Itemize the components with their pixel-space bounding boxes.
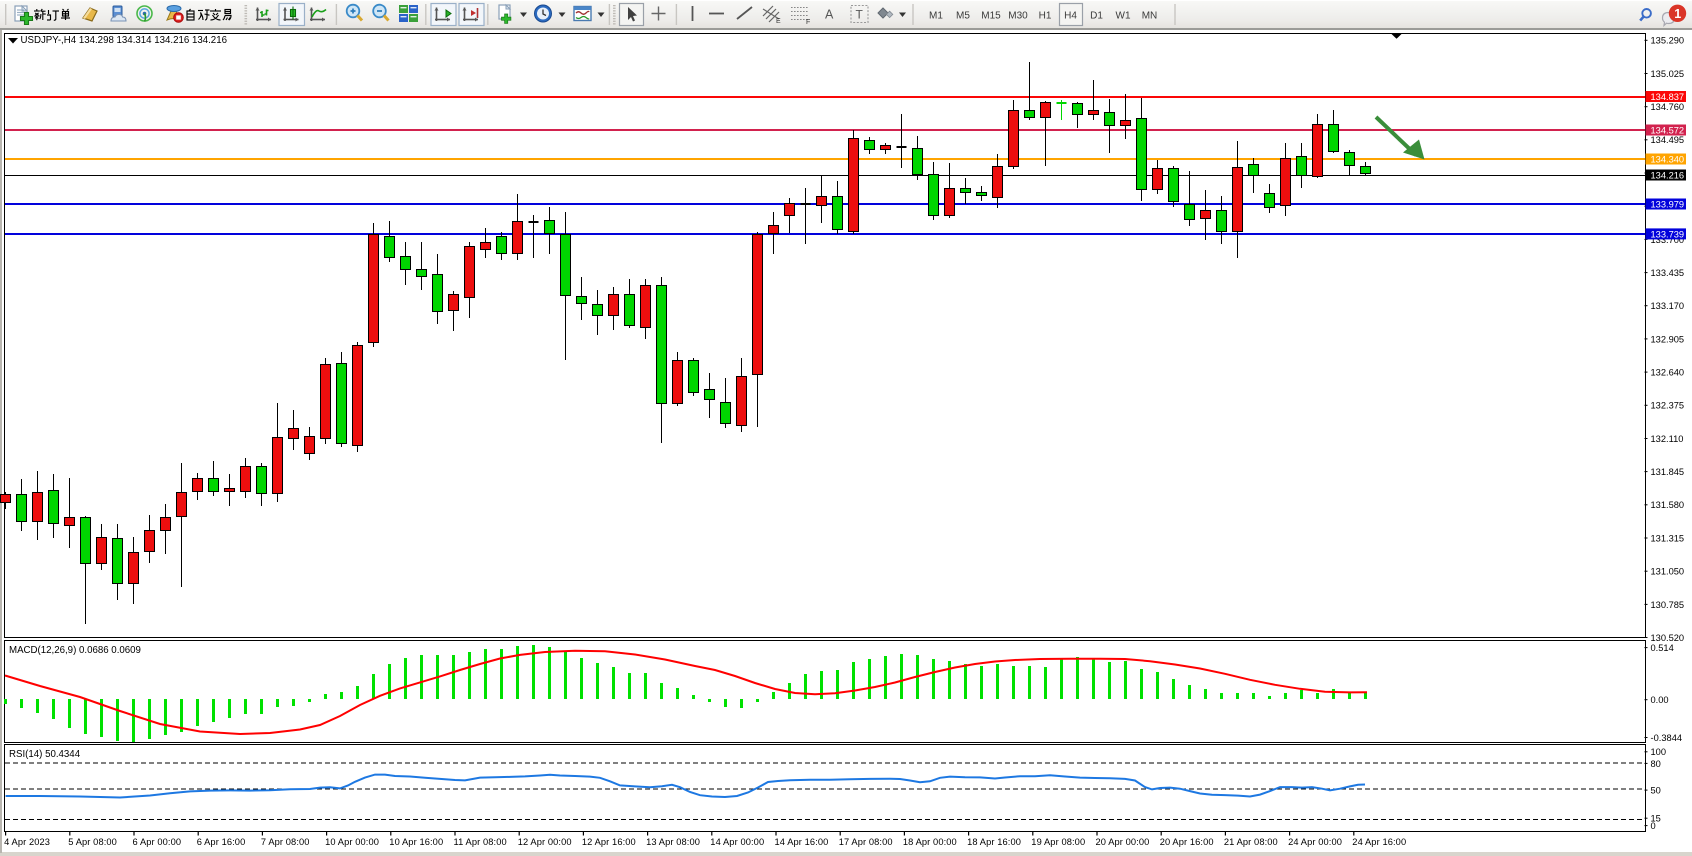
svg-text:10 Apr 00:00: 10 Apr 00:00: [325, 837, 379, 847]
svg-text:133.170: 133.170: [1651, 301, 1685, 311]
svg-text:MACD(12,26,9) 0.0686 0.0609: MACD(12,26,9) 0.0686 0.0609: [9, 645, 141, 656]
svg-text:13 Apr 08:00: 13 Apr 08:00: [646, 837, 700, 847]
svg-text:131.580: 131.580: [1651, 500, 1685, 510]
svg-text:133.739: 133.739: [1651, 229, 1685, 239]
svg-text:134.572: 134.572: [1651, 125, 1685, 135]
svg-text:0: 0: [1651, 821, 1656, 831]
svg-text:M1: M1: [929, 11, 943, 22]
svg-text:5 Apr 08:00: 5 Apr 08:00: [68, 837, 117, 847]
svg-text:E: E: [776, 18, 781, 25]
svg-text:130.520: 130.520: [1651, 633, 1685, 643]
svg-text:20 Apr 00:00: 20 Apr 00:00: [1096, 837, 1150, 847]
svg-text:132.905: 132.905: [1651, 334, 1685, 344]
svg-text:130.785: 130.785: [1651, 600, 1685, 610]
svg-text:USDJPY-,H4 134.298 134.314 13: USDJPY-,H4 134.298 134.314 134.216 134.2…: [21, 35, 227, 46]
svg-text:-0.3844: -0.3844: [1651, 733, 1683, 743]
svg-text:24 Apr 00:00: 24 Apr 00:00: [1288, 837, 1342, 847]
svg-text:12 Apr 16:00: 12 Apr 16:00: [582, 837, 636, 847]
svg-text:A: A: [825, 8, 834, 22]
svg-text:50: 50: [1651, 786, 1661, 796]
svg-text:131.050: 131.050: [1651, 567, 1685, 577]
svg-text:7 Apr 08:00: 7 Apr 08:00: [261, 837, 310, 847]
svg-text:134.837: 134.837: [1651, 92, 1685, 102]
svg-text:H4: H4: [1064, 11, 1077, 22]
svg-text:18 Apr 16:00: 18 Apr 16:00: [967, 837, 1021, 847]
svg-text:131.315: 131.315: [1651, 533, 1685, 543]
svg-text:14 Apr 16:00: 14 Apr 16:00: [775, 837, 829, 847]
svg-text:18 Apr 00:00: 18 Apr 00:00: [903, 837, 957, 847]
svg-text:80: 80: [1651, 759, 1661, 769]
svg-text:131.845: 131.845: [1651, 467, 1685, 477]
svg-text:D1: D1: [1090, 11, 1103, 22]
svg-text:0.00: 0.00: [1651, 695, 1669, 705]
svg-text:14 Apr 00:00: 14 Apr 00:00: [710, 837, 764, 847]
svg-text:6 Apr 00:00: 6 Apr 00:00: [133, 837, 182, 847]
svg-text:134.340: 134.340: [1651, 154, 1685, 164]
svg-text:133.435: 133.435: [1651, 268, 1685, 278]
svg-text:F: F: [806, 19, 810, 26]
svg-text:1: 1: [1674, 7, 1681, 21]
svg-text:135.290: 135.290: [1651, 36, 1685, 46]
svg-text:21 Apr 08:00: 21 Apr 08:00: [1224, 837, 1278, 847]
svg-text:RSI(14) 50.4344: RSI(14) 50.4344: [9, 749, 81, 760]
svg-text:135.025: 135.025: [1651, 69, 1685, 79]
svg-text:4 Apr 2023: 4 Apr 2023: [4, 837, 50, 847]
svg-text:W1: W1: [1116, 11, 1131, 22]
svg-text:12 Apr 00:00: 12 Apr 00:00: [518, 837, 572, 847]
svg-text:132.110: 132.110: [1651, 434, 1684, 444]
svg-text:24 Apr 16:00: 24 Apr 16:00: [1352, 837, 1406, 847]
svg-text:20 Apr 16:00: 20 Apr 16:00: [1160, 837, 1214, 847]
svg-text:6 Apr 16:00: 6 Apr 16:00: [197, 837, 246, 847]
svg-text:134.495: 134.495: [1651, 135, 1685, 145]
svg-text:M15: M15: [981, 11, 1001, 22]
svg-text:133.700: 133.700: [1651, 235, 1685, 245]
svg-text:133.979: 133.979: [1651, 199, 1685, 209]
svg-text:M30: M30: [1008, 11, 1028, 22]
svg-text:132.640: 132.640: [1651, 368, 1685, 378]
svg-text:134.760: 134.760: [1651, 102, 1685, 112]
svg-text:11 Apr 08:00: 11 Apr 08:00: [454, 837, 507, 847]
svg-text:0.514: 0.514: [1651, 643, 1674, 653]
svg-text:17 Apr 08:00: 17 Apr 08:00: [839, 837, 893, 847]
svg-text:T: T: [856, 8, 864, 22]
svg-text:15: 15: [1651, 814, 1661, 824]
svg-text:132.375: 132.375: [1651, 401, 1685, 411]
svg-text:19 Apr 08:00: 19 Apr 08:00: [1031, 837, 1085, 847]
svg-text:10 Apr 16:00: 10 Apr 16:00: [389, 837, 443, 847]
svg-text:MN: MN: [1142, 11, 1158, 22]
svg-text:H1: H1: [1039, 11, 1052, 22]
svg-text:134.216: 134.216: [1651, 170, 1685, 180]
svg-text:M5: M5: [956, 11, 970, 22]
svg-text:100: 100: [1651, 747, 1667, 757]
